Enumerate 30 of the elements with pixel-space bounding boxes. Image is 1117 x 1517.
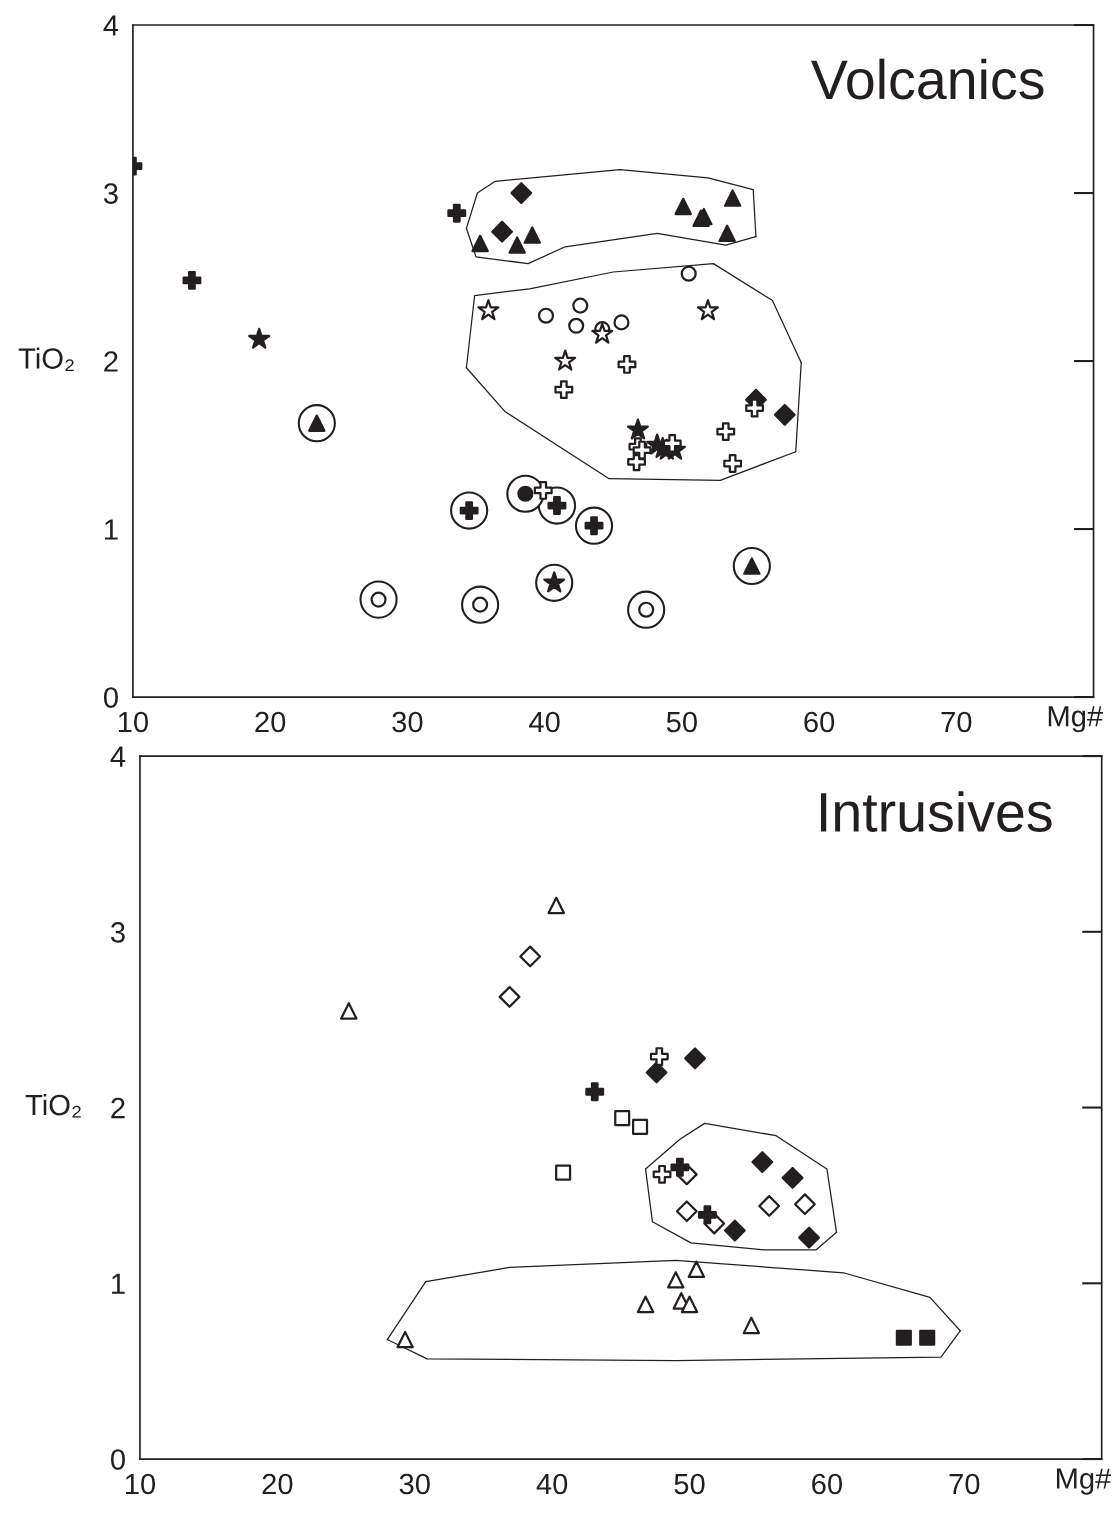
y-tick-label: 1 xyxy=(105,519,118,540)
y-axis-title: TiO₂ xyxy=(25,1093,81,1118)
y-tick-label: 3 xyxy=(110,922,125,943)
x-axis-title: Mg# xyxy=(1048,706,1104,733)
y-tick-label: 3 xyxy=(103,183,118,204)
y-tick-label: 2 xyxy=(104,351,118,372)
x-tick-label: 50 xyxy=(666,711,697,733)
x-tick-label: 70 xyxy=(941,711,972,733)
y-tick-label: 0 xyxy=(110,1449,125,1470)
y-tick-label: 4 xyxy=(103,15,119,36)
x-tick-label: 20 xyxy=(255,711,286,733)
x-tick-label: 60 xyxy=(812,1473,842,1495)
x-axis-title: Mg# xyxy=(1056,1468,1112,1495)
y-tick-label: 0 xyxy=(103,687,118,708)
x-tick-label: 10 xyxy=(118,711,148,733)
x-tick-label: 10 xyxy=(125,1473,156,1495)
x-tick-label: 50 xyxy=(674,1473,705,1495)
chart-title: Intrusives xyxy=(821,791,1052,833)
x-tick-label: 40 xyxy=(536,1473,568,1495)
y-tick-label: 4 xyxy=(110,746,126,767)
chart-title: Volcanics xyxy=(811,58,1044,100)
x-tick-label: 60 xyxy=(804,711,835,733)
x-tick-label: 40 xyxy=(529,711,560,733)
x-tick-label: 30 xyxy=(392,711,423,733)
x-tick-label: 30 xyxy=(399,1473,430,1495)
y-tick-label: 2 xyxy=(111,1097,125,1119)
x-tick-label: 70 xyxy=(949,1473,980,1495)
y-axis-title: TiO₂ xyxy=(18,347,74,372)
y-tick-label: 1 xyxy=(112,1273,125,1294)
x-tick-label: 20 xyxy=(262,1473,293,1495)
